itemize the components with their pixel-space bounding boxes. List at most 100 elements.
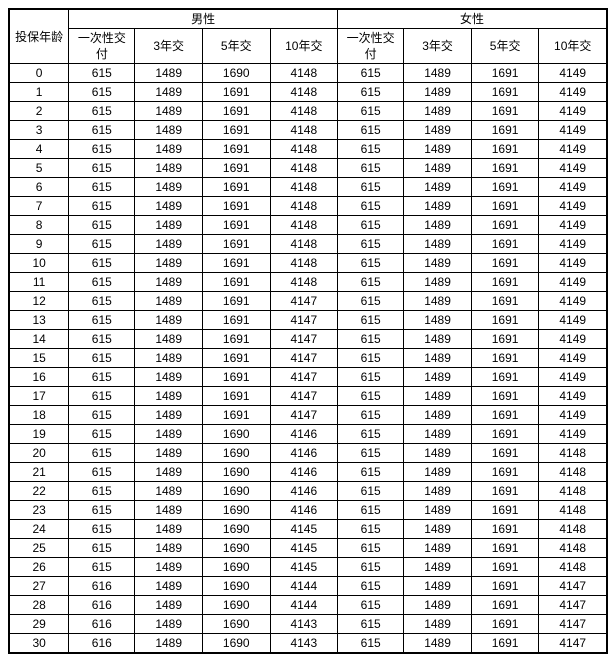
female-cell-1: 1489 <box>404 102 472 121</box>
female-cell-3: 4149 <box>539 83 607 102</box>
male-cell-1: 1489 <box>135 463 203 482</box>
female-cell-3: 4148 <box>539 558 607 577</box>
header-male: 男性 <box>69 9 338 29</box>
male-cell-3: 4146 <box>270 444 338 463</box>
male-cell-0: 615 <box>69 406 135 425</box>
male-cell-1: 1489 <box>135 140 203 159</box>
male-cell-2: 1690 <box>202 64 270 83</box>
table-row: 15615148916914147615148916914149 <box>9 349 607 368</box>
age-cell: 30 <box>9 634 69 654</box>
age-cell: 18 <box>9 406 69 425</box>
male-cell-3: 4147 <box>270 292 338 311</box>
male-cell-2: 1691 <box>202 368 270 387</box>
male-cell-0: 616 <box>69 634 135 654</box>
age-cell: 7 <box>9 197 69 216</box>
table-row: 24615148916904145615148916914148 <box>9 520 607 539</box>
female-cell-1: 1489 <box>404 387 472 406</box>
table-header: 投保年龄 男性 女性 一次性交付3年交5年交10年交一次性交付3年交5年交10年… <box>9 9 607 64</box>
female-cell-1: 1489 <box>404 615 472 634</box>
female-cell-0: 615 <box>338 387 404 406</box>
female-cell-3: 4147 <box>539 634 607 654</box>
female-cell-2: 1691 <box>471 615 539 634</box>
male-cell-0: 615 <box>69 64 135 83</box>
male-cell-0: 615 <box>69 425 135 444</box>
female-subcol-1: 3年交 <box>404 29 472 64</box>
female-cell-1: 1489 <box>404 216 472 235</box>
female-cell-0: 615 <box>338 64 404 83</box>
male-cell-0: 615 <box>69 501 135 520</box>
male-subcol-1: 3年交 <box>135 29 203 64</box>
female-cell-2: 1691 <box>471 387 539 406</box>
male-cell-2: 1690 <box>202 444 270 463</box>
female-cell-2: 1691 <box>471 330 539 349</box>
age-cell: 9 <box>9 235 69 254</box>
female-cell-1: 1489 <box>404 368 472 387</box>
age-cell: 3 <box>9 121 69 140</box>
female-cell-1: 1489 <box>404 349 472 368</box>
male-cell-0: 615 <box>69 292 135 311</box>
female-cell-2: 1691 <box>471 482 539 501</box>
male-cell-0: 615 <box>69 520 135 539</box>
female-cell-1: 1489 <box>404 121 472 140</box>
male-cell-2: 1691 <box>202 292 270 311</box>
female-cell-1: 1489 <box>404 64 472 83</box>
male-cell-3: 4143 <box>270 615 338 634</box>
female-cell-0: 615 <box>338 368 404 387</box>
male-cell-2: 1691 <box>202 235 270 254</box>
male-cell-1: 1489 <box>135 349 203 368</box>
female-cell-2: 1691 <box>471 159 539 178</box>
male-cell-0: 615 <box>69 140 135 159</box>
male-cell-2: 1690 <box>202 425 270 444</box>
female-cell-3: 4148 <box>539 482 607 501</box>
male-cell-0: 615 <box>69 159 135 178</box>
female-cell-3: 4149 <box>539 387 607 406</box>
male-cell-3: 4145 <box>270 520 338 539</box>
male-cell-0: 615 <box>69 311 135 330</box>
female-cell-0: 615 <box>338 463 404 482</box>
age-cell: 27 <box>9 577 69 596</box>
table-row: 11615148916914148615148916914149 <box>9 273 607 292</box>
table-row: 4615148916914148615148916914149 <box>9 140 607 159</box>
male-cell-1: 1489 <box>135 425 203 444</box>
female-cell-2: 1691 <box>471 102 539 121</box>
female-cell-2: 1691 <box>471 539 539 558</box>
female-subcol-3: 10年交 <box>539 29 607 64</box>
female-cell-2: 1691 <box>471 577 539 596</box>
female-cell-3: 4148 <box>539 463 607 482</box>
male-cell-3: 4147 <box>270 349 338 368</box>
table-row: 18615148916914147615148916914149 <box>9 406 607 425</box>
male-subcol-0: 一次性交付 <box>69 29 135 64</box>
table-row: 6615148916914148615148916914149 <box>9 178 607 197</box>
female-cell-3: 4149 <box>539 64 607 83</box>
table-row: 1615148916914148615148916914149 <box>9 83 607 102</box>
male-cell-3: 4145 <box>270 539 338 558</box>
table-row: 3615148916914148615148916914149 <box>9 121 607 140</box>
male-cell-3: 4147 <box>270 368 338 387</box>
age-cell: 21 <box>9 463 69 482</box>
male-cell-1: 1489 <box>135 178 203 197</box>
male-cell-2: 1691 <box>202 349 270 368</box>
male-cell-1: 1489 <box>135 311 203 330</box>
female-cell-0: 615 <box>338 349 404 368</box>
male-cell-1: 1489 <box>135 406 203 425</box>
male-cell-1: 1489 <box>135 501 203 520</box>
age-cell: 14 <box>9 330 69 349</box>
age-cell: 20 <box>9 444 69 463</box>
age-cell: 22 <box>9 482 69 501</box>
male-cell-1: 1489 <box>135 235 203 254</box>
male-cell-1: 1489 <box>135 121 203 140</box>
male-cell-2: 1691 <box>202 216 270 235</box>
male-cell-3: 4146 <box>270 425 338 444</box>
female-cell-1: 1489 <box>404 425 472 444</box>
female-cell-1: 1489 <box>404 558 472 577</box>
male-cell-1: 1489 <box>135 558 203 577</box>
female-cell-3: 4147 <box>539 596 607 615</box>
female-cell-1: 1489 <box>404 463 472 482</box>
female-cell-3: 4148 <box>539 501 607 520</box>
header-female: 女性 <box>338 9 607 29</box>
male-cell-1: 1489 <box>135 520 203 539</box>
female-cell-1: 1489 <box>404 235 472 254</box>
female-cell-3: 4149 <box>539 273 607 292</box>
male-cell-0: 615 <box>69 444 135 463</box>
male-cell-3: 4148 <box>270 178 338 197</box>
